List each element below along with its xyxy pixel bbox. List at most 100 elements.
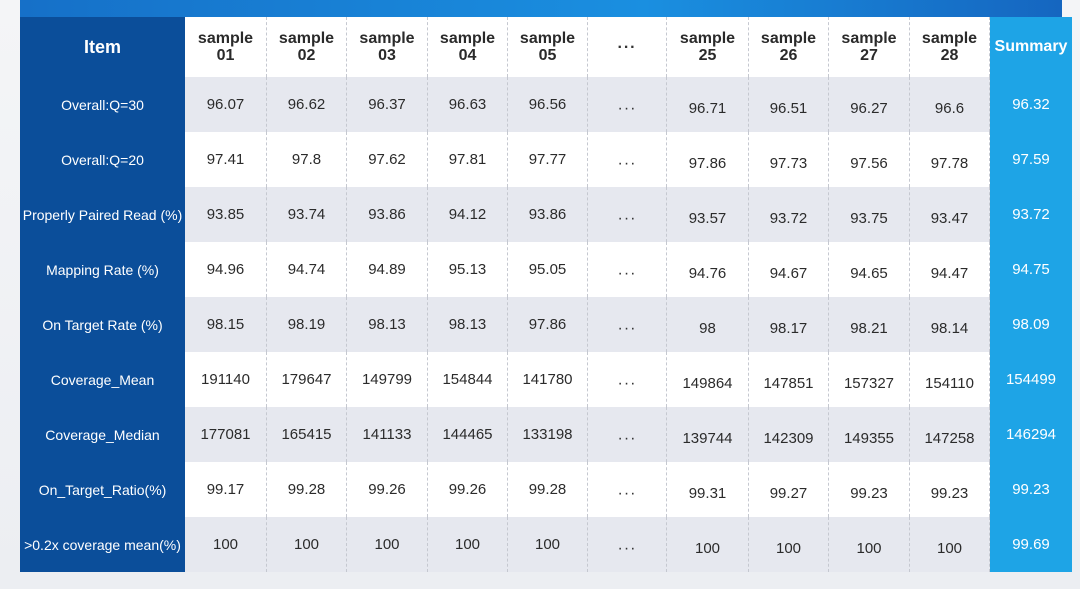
value-cell: 100 bbox=[910, 517, 990, 572]
row-label: Overall:Q=30 bbox=[20, 77, 185, 132]
value-cell: 96.07 bbox=[185, 77, 267, 132]
ellipsis-cell: ··· bbox=[588, 297, 667, 352]
value-cell: 96.62 bbox=[267, 77, 347, 132]
value-cell: 94.76 bbox=[667, 242, 749, 297]
sample-column-header: sample 27 bbox=[829, 17, 910, 77]
row-label: Overall:Q=20 bbox=[20, 132, 185, 187]
sample-header-number: 26 bbox=[779, 47, 798, 64]
value-cell: 99.26 bbox=[347, 462, 428, 517]
summary-cell: 97.59 bbox=[990, 132, 1072, 187]
value-cell: 94.12 bbox=[428, 187, 508, 242]
value-cell: 139744 bbox=[667, 407, 749, 462]
sample-column-header: sample 25 bbox=[667, 17, 749, 77]
value-cell: 100 bbox=[829, 517, 910, 572]
ellipsis-cell: ··· bbox=[588, 462, 667, 517]
summary-cell: 96.32 bbox=[990, 77, 1072, 132]
sample-column-header: sample 02 bbox=[267, 17, 347, 77]
item-column-header: Item bbox=[20, 17, 185, 77]
sample-header-label: sample bbox=[519, 30, 576, 47]
summary-cell: 154499 bbox=[990, 352, 1072, 407]
value-cell: 100 bbox=[667, 517, 749, 572]
value-cell: 97.81 bbox=[428, 132, 508, 187]
value-cell: 133198 bbox=[508, 407, 588, 462]
value-cell: 97.62 bbox=[347, 132, 428, 187]
value-cell: 157327 bbox=[829, 352, 910, 407]
sample-header-label: sample bbox=[359, 30, 415, 47]
sample-header-label: sample bbox=[197, 30, 254, 47]
value-cell: 94.74 bbox=[267, 242, 347, 297]
value-cell: 97.86 bbox=[667, 132, 749, 187]
sample-header-label: sample bbox=[439, 30, 496, 47]
row-label: Mapping Rate (%) bbox=[20, 242, 185, 297]
value-cell: 98.14 bbox=[910, 297, 990, 352]
value-cell: 98.13 bbox=[347, 297, 428, 352]
value-cell: 97.73 bbox=[749, 132, 829, 187]
value-cell: 94.89 bbox=[347, 242, 428, 297]
summary-cell: 146294 bbox=[990, 407, 1072, 462]
ellipsis-cell: ··· bbox=[588, 352, 667, 407]
sample-header-number: 28 bbox=[940, 47, 959, 64]
value-cell: 100 bbox=[185, 517, 267, 572]
value-cell: 179647 bbox=[267, 352, 347, 407]
value-cell: 99.31 bbox=[667, 462, 749, 517]
value-cell: 95.13 bbox=[428, 242, 508, 297]
summary-cell: 99.69 bbox=[990, 517, 1072, 572]
ellipsis-cell: ··· bbox=[588, 187, 667, 242]
value-cell: 177081 bbox=[185, 407, 267, 462]
summary-cell: 94.75 bbox=[990, 242, 1072, 297]
qc-summary-table: Item sample 01 sample 02 sample 03 sample 04 samp… bbox=[20, 17, 1072, 573]
summary-cell: 98.09 bbox=[990, 297, 1072, 352]
summary-cell: 93.72 bbox=[990, 187, 1072, 242]
value-cell: 149864 bbox=[667, 352, 749, 407]
value-cell: 98.15 bbox=[185, 297, 267, 352]
value-cell: 99.27 bbox=[749, 462, 829, 517]
ellipsis-cell: ··· bbox=[588, 242, 667, 297]
value-cell: 93.47 bbox=[910, 187, 990, 242]
sample-column-header: sample 28 bbox=[910, 17, 990, 77]
sample-column-header: sample 04 bbox=[428, 17, 508, 77]
value-cell: 99.28 bbox=[267, 462, 347, 517]
value-cell: 141780 bbox=[508, 352, 588, 407]
sample-header-number: 03 bbox=[378, 47, 396, 64]
value-cell: 154844 bbox=[428, 352, 508, 407]
value-cell: 99.17 bbox=[185, 462, 267, 517]
sample-column-header: sample 26 bbox=[749, 17, 829, 77]
sample-header-number: 01 bbox=[216, 47, 235, 64]
value-cell: 100 bbox=[428, 517, 508, 572]
value-cell: 99.23 bbox=[910, 462, 990, 517]
value-cell: 93.74 bbox=[267, 187, 347, 242]
sample-header-number: 02 bbox=[297, 47, 316, 64]
value-cell: 97.77 bbox=[508, 132, 588, 187]
value-cell: 94.96 bbox=[185, 242, 267, 297]
sample-header-label: sample bbox=[921, 30, 978, 47]
sample-header-label: sample bbox=[760, 30, 817, 47]
value-cell: 97.41 bbox=[185, 132, 267, 187]
value-cell: 95.05 bbox=[508, 242, 588, 297]
value-cell: 97.56 bbox=[829, 132, 910, 187]
value-cell: 98.19 bbox=[267, 297, 347, 352]
row-label: Coverage_Median bbox=[20, 407, 185, 462]
row-label: On Target Rate (%) bbox=[20, 297, 185, 352]
value-cell: 99.28 bbox=[508, 462, 588, 517]
sample-header-label: sample bbox=[841, 30, 897, 47]
value-cell: 141133 bbox=[347, 407, 428, 462]
row-label: Coverage_Mean bbox=[20, 352, 185, 407]
value-cell: 93.75 bbox=[829, 187, 910, 242]
value-cell: 165415 bbox=[267, 407, 347, 462]
ellipsis-cell: ··· bbox=[588, 77, 667, 132]
value-cell: 96.27 bbox=[829, 77, 910, 132]
value-cell: 149799 bbox=[347, 352, 428, 407]
value-cell: 100 bbox=[347, 517, 428, 572]
value-cell: 100 bbox=[267, 517, 347, 572]
row-label: Properly Paired Read (%) bbox=[20, 187, 185, 242]
value-cell: 94.47 bbox=[910, 242, 990, 297]
value-cell: 144465 bbox=[428, 407, 508, 462]
value-cell: 96.71 bbox=[667, 77, 749, 132]
sample-column-header: sample 03 bbox=[347, 17, 428, 77]
value-cell: 149355 bbox=[829, 407, 910, 462]
value-cell: 147851 bbox=[749, 352, 829, 407]
value-cell: 93.86 bbox=[347, 187, 428, 242]
value-cell: 93.85 bbox=[185, 187, 267, 242]
value-cell: 96.6 bbox=[910, 77, 990, 132]
value-cell: 94.65 bbox=[829, 242, 910, 297]
